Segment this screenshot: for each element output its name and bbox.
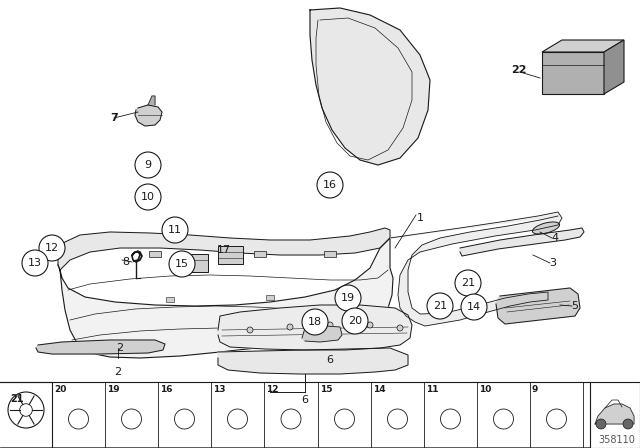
Polygon shape xyxy=(135,105,162,126)
Text: 19: 19 xyxy=(107,385,120,394)
Polygon shape xyxy=(58,228,390,270)
Circle shape xyxy=(335,285,361,311)
Bar xyxy=(324,251,336,257)
Circle shape xyxy=(455,270,481,296)
Circle shape xyxy=(135,152,161,178)
Bar xyxy=(166,297,174,302)
Bar xyxy=(218,246,243,264)
Text: 3: 3 xyxy=(550,258,557,268)
Polygon shape xyxy=(496,288,580,324)
Circle shape xyxy=(327,322,333,328)
Text: 10: 10 xyxy=(141,192,155,202)
Circle shape xyxy=(596,419,606,429)
Text: 21: 21 xyxy=(433,301,447,311)
Polygon shape xyxy=(148,96,155,105)
Text: 2: 2 xyxy=(115,367,122,377)
Polygon shape xyxy=(595,404,634,424)
Polygon shape xyxy=(390,212,562,326)
Text: 358110: 358110 xyxy=(598,435,635,445)
Text: 20: 20 xyxy=(54,385,67,394)
Text: 6: 6 xyxy=(326,355,333,365)
Text: 2: 2 xyxy=(116,343,124,353)
Circle shape xyxy=(342,308,368,334)
Circle shape xyxy=(247,327,253,333)
Text: 13: 13 xyxy=(213,385,225,394)
Text: 12: 12 xyxy=(266,385,278,394)
Text: 14: 14 xyxy=(373,385,386,394)
Circle shape xyxy=(162,217,188,243)
Circle shape xyxy=(135,184,161,210)
Circle shape xyxy=(461,294,487,320)
Bar xyxy=(186,254,208,272)
Text: 20: 20 xyxy=(348,316,362,326)
Text: 11: 11 xyxy=(426,385,438,394)
Polygon shape xyxy=(542,52,604,94)
Circle shape xyxy=(169,251,195,277)
Text: 16: 16 xyxy=(160,385,173,394)
Bar xyxy=(336,293,344,298)
Bar xyxy=(254,251,266,257)
Text: 14: 14 xyxy=(467,302,481,312)
Text: 12: 12 xyxy=(45,243,59,253)
Circle shape xyxy=(302,309,328,335)
Text: 21: 21 xyxy=(461,278,475,288)
Text: 11: 11 xyxy=(168,225,182,235)
Text: 19: 19 xyxy=(341,293,355,303)
Circle shape xyxy=(22,250,48,276)
Ellipse shape xyxy=(532,222,559,234)
Text: 8: 8 xyxy=(122,257,129,267)
Polygon shape xyxy=(310,8,430,165)
Circle shape xyxy=(317,172,343,198)
Text: 18: 18 xyxy=(308,317,322,327)
Polygon shape xyxy=(58,238,393,358)
Text: 13: 13 xyxy=(28,258,42,268)
Text: 9: 9 xyxy=(532,385,538,394)
Circle shape xyxy=(287,324,293,330)
Text: 15: 15 xyxy=(175,259,189,269)
Bar xyxy=(149,251,161,257)
Polygon shape xyxy=(542,40,624,52)
Polygon shape xyxy=(218,348,408,374)
Bar xyxy=(590,382,640,448)
Text: 7: 7 xyxy=(110,113,118,123)
Polygon shape xyxy=(604,40,624,94)
Circle shape xyxy=(39,235,65,261)
Text: 16: 16 xyxy=(323,180,337,190)
Text: 6: 6 xyxy=(301,395,308,405)
Polygon shape xyxy=(218,305,412,350)
Text: 17: 17 xyxy=(217,245,231,255)
Polygon shape xyxy=(36,340,165,354)
Circle shape xyxy=(623,419,633,429)
Text: 9: 9 xyxy=(145,160,152,170)
Circle shape xyxy=(367,322,373,328)
Text: 4: 4 xyxy=(552,233,559,243)
Bar xyxy=(266,295,274,300)
Polygon shape xyxy=(460,228,584,256)
Circle shape xyxy=(427,293,453,319)
Text: 15: 15 xyxy=(320,385,333,394)
Text: 1: 1 xyxy=(417,213,424,223)
Polygon shape xyxy=(302,326,342,342)
Text: 21: 21 xyxy=(10,394,24,404)
Text: 10: 10 xyxy=(479,385,492,394)
Text: 5: 5 xyxy=(572,301,579,311)
Text: 22: 22 xyxy=(511,65,527,75)
Circle shape xyxy=(397,325,403,331)
